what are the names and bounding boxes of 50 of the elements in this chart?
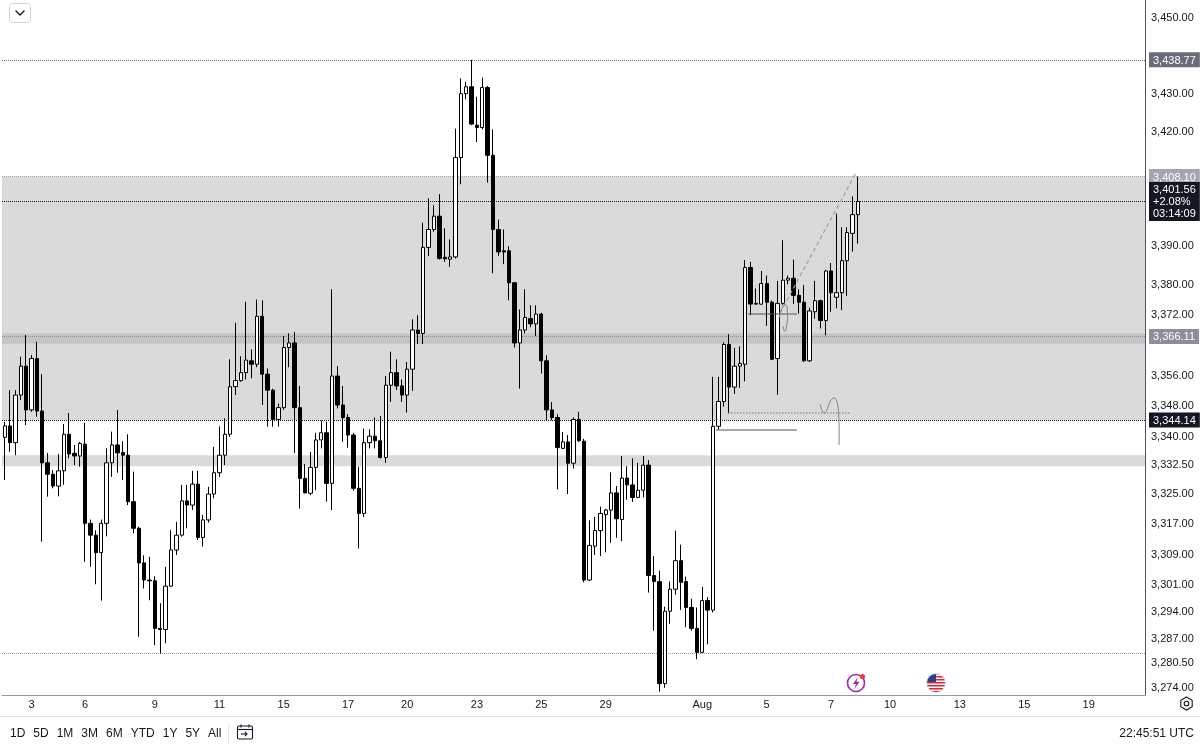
y-tick-label: 3,450.00 bbox=[1151, 11, 1194, 24]
ref-line-label: 3,401.56 +2.08% 03:14:09 bbox=[1153, 183, 1196, 220]
x-tick-label: Aug bbox=[692, 697, 713, 710]
text: 6M bbox=[106, 726, 123, 740]
x-tick-label: 20 bbox=[401, 697, 414, 710]
y-tick-label: 3,356.00 bbox=[1151, 368, 1194, 381]
ref-line-label: 3,408.10 bbox=[1153, 170, 1196, 183]
x-tick-label: 17 bbox=[341, 697, 355, 710]
x-tick-label: 23 bbox=[470, 697, 484, 710]
y-tick-label: 3,294.00 bbox=[1151, 604, 1194, 617]
ref-line-label: 3,366.11 bbox=[1153, 330, 1196, 343]
x-tick-label: 7 bbox=[828, 697, 835, 710]
y-tick-label: 3,317.00 bbox=[1151, 517, 1194, 530]
x-tick-label: 3 bbox=[28, 697, 35, 710]
x-tick-label: 25 bbox=[535, 697, 548, 710]
text: 1M bbox=[56, 726, 74, 740]
x-tick-label: 15 bbox=[277, 697, 290, 710]
y-tick-label: 3,372.00 bbox=[1151, 308, 1194, 321]
y-tick-label: 3,309.00 bbox=[1151, 547, 1194, 560]
ref-line-label: 3,344.14 bbox=[1153, 414, 1196, 427]
text: 5D bbox=[33, 726, 49, 740]
y-tick-label: 3,274.00 bbox=[1151, 681, 1194, 694]
text: 3M bbox=[81, 726, 99, 740]
text: 5Y bbox=[185, 726, 201, 740]
x-tick-label: 29 bbox=[599, 697, 612, 710]
text: All bbox=[208, 726, 222, 740]
y-tick-label: 3,348.00 bbox=[1151, 399, 1194, 412]
x-tick-label: 5 bbox=[763, 697, 770, 710]
y-tick-label: 3,280.50 bbox=[1151, 656, 1194, 669]
y-tick-label: 3,380.00 bbox=[1151, 277, 1194, 290]
y-tick-label: 3,420.00 bbox=[1151, 125, 1194, 138]
y-tick-label: 3,340.00 bbox=[1151, 429, 1194, 442]
x-tick-label: 19 bbox=[1082, 697, 1095, 710]
x-tick-label: 15 bbox=[1018, 697, 1031, 710]
text: 22:45:51 UTC bbox=[1119, 726, 1194, 740]
text: YTD bbox=[130, 726, 155, 740]
y-tick-label: 3,325.00 bbox=[1151, 486, 1194, 499]
x-tick-label: 11 bbox=[213, 697, 226, 710]
y-tick-label: 3,301.00 bbox=[1151, 578, 1194, 591]
y-tick-label: 3,287.00 bbox=[1151, 631, 1194, 644]
x-tick-label: 13 bbox=[953, 697, 966, 710]
y-tick-label: 3,430.00 bbox=[1151, 87, 1194, 100]
text: 1D bbox=[10, 726, 26, 740]
x-tick-label: 10 bbox=[883, 697, 897, 710]
y-tick-label: 3,390.00 bbox=[1151, 239, 1194, 252]
y-tick-label: 3,332.50 bbox=[1151, 458, 1194, 471]
x-tick-label: 9 bbox=[151, 697, 158, 710]
ref-line-label: 3,438.77 bbox=[1153, 53, 1196, 66]
x-tick-label: 6 bbox=[82, 697, 89, 710]
text: 1Y bbox=[162, 726, 178, 740]
